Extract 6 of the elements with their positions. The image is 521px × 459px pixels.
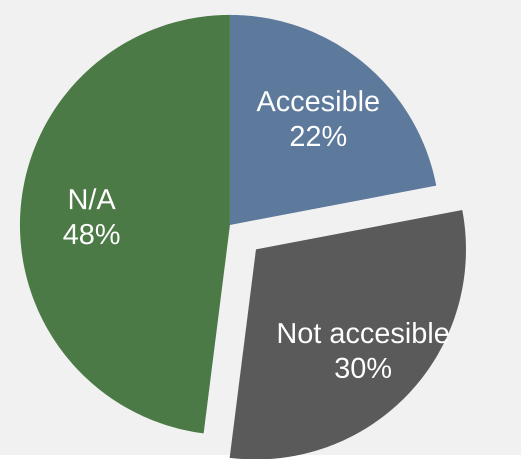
data-label: 22% [290, 126, 346, 146]
data-label: 48% [63, 224, 120, 244]
slice-label: Accesible [256, 90, 379, 112]
data-label: 30% [335, 357, 391, 378]
slice-label: Not accesible [278, 322, 449, 344]
slice-label: N/A [70, 188, 116, 210]
